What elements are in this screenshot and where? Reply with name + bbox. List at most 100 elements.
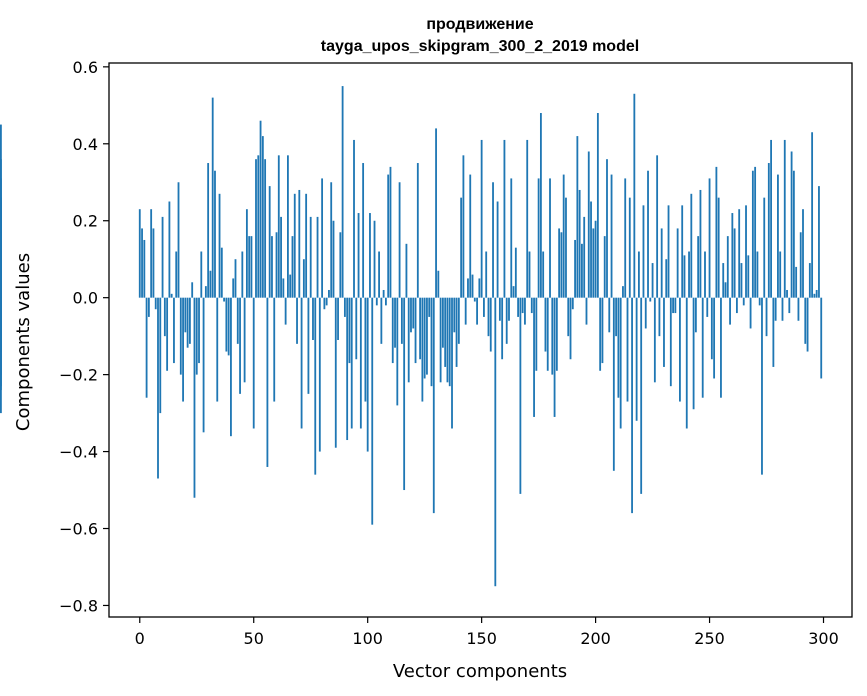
- bar: [765, 297, 768, 337]
- bar: [271, 236, 273, 298]
- bar: [355, 297, 358, 360]
- bar: [758, 297, 761, 306]
- bar: [606, 159, 608, 298]
- bar: [430, 297, 433, 387]
- bar: [300, 297, 303, 429]
- bar: [631, 297, 633, 514]
- bar: [574, 239, 576, 298]
- bar: [818, 186, 820, 298]
- bar: [688, 251, 690, 298]
- bar: [558, 228, 561, 298]
- bar: [464, 297, 467, 325]
- bar: [656, 155, 659, 298]
- bar: [166, 297, 169, 371]
- bar: [615, 297, 618, 337]
- bar: [341, 86, 344, 298]
- bar: [170, 293, 173, 298]
- bar: [277, 155, 280, 298]
- bar: [378, 251, 380, 298]
- bar: [658, 297, 661, 337]
- bar: [653, 297, 656, 383]
- bar: [173, 297, 175, 364]
- bar: [754, 166, 757, 298]
- bar: [227, 297, 230, 356]
- bar: [781, 297, 784, 321]
- bar: [375, 297, 378, 306]
- y-tick-label: −0.6: [59, 520, 98, 539]
- chart-title: продвижение: [426, 16, 533, 33]
- bar: [560, 232, 563, 298]
- bar: [346, 297, 349, 441]
- bar: [220, 247, 223, 298]
- bar: [642, 205, 645, 298]
- bar: [287, 155, 289, 298]
- bar: [610, 174, 613, 298]
- bar: [685, 297, 688, 429]
- bar: [751, 170, 754, 298]
- bar: [706, 297, 709, 317]
- bar: [182, 297, 184, 402]
- bar: [289, 274, 292, 298]
- bar: [426, 297, 428, 375]
- bar: [797, 297, 800, 321]
- bar: [280, 216, 282, 298]
- bar: [576, 136, 579, 298]
- y-tick-label: 0.2: [73, 212, 98, 231]
- bar: [622, 286, 624, 298]
- bar: [571, 297, 574, 310]
- bar: [252, 297, 255, 429]
- bar: [332, 220, 335, 298]
- y-axis-ticks: −0.8 −0.6 −0.4 −0.2 0.0 0.2 0.4 0.6: [59, 58, 109, 615]
- x-axis-label: Vector components: [393, 661, 567, 682]
- bar: [651, 263, 654, 298]
- bar: [667, 205, 670, 298]
- bar: [617, 297, 620, 398]
- y-axis-label: Components values: [13, 253, 34, 431]
- bar: [369, 213, 371, 298]
- bar: [159, 297, 162, 414]
- bar: [423, 297, 426, 379]
- bar: [722, 263, 725, 298]
- bar: [672, 297, 674, 314]
- bar: [293, 193, 296, 298]
- bar: [483, 297, 485, 317]
- bar: [485, 251, 488, 298]
- bar: [318, 297, 321, 452]
- bar: [644, 297, 647, 329]
- bar: [193, 297, 196, 498]
- bar: [446, 297, 449, 383]
- y-tick-label: −0.2: [59, 366, 98, 385]
- bar: [720, 297, 722, 398]
- bar: [735, 297, 738, 314]
- bar: [407, 297, 410, 383]
- bar: [441, 297, 444, 348]
- bar: [268, 186, 271, 298]
- bar: [416, 163, 419, 298]
- bar: [448, 297, 451, 387]
- bar: [414, 297, 417, 364]
- bar: [419, 297, 422, 360]
- bar: [501, 297, 504, 360]
- bar: [806, 297, 809, 352]
- bar: [665, 259, 668, 298]
- bar: [533, 297, 535, 417]
- bar: [214, 170, 216, 298]
- bar: [207, 163, 210, 298]
- bar: [578, 189, 581, 298]
- bar: [726, 236, 729, 298]
- bar: [380, 297, 383, 344]
- bar: [234, 259, 237, 298]
- bar: [619, 297, 622, 429]
- bar: [601, 297, 604, 364]
- bar: [674, 297, 677, 314]
- bar: [679, 297, 681, 402]
- bar: [535, 297, 538, 371]
- bar: [439, 297, 442, 383]
- bar: [195, 297, 198, 375]
- bar: [261, 136, 264, 298]
- bar: [473, 297, 476, 302]
- bar: [444, 297, 447, 367]
- bar: [394, 297, 396, 348]
- bar: [551, 297, 554, 375]
- bar: [437, 270, 440, 298]
